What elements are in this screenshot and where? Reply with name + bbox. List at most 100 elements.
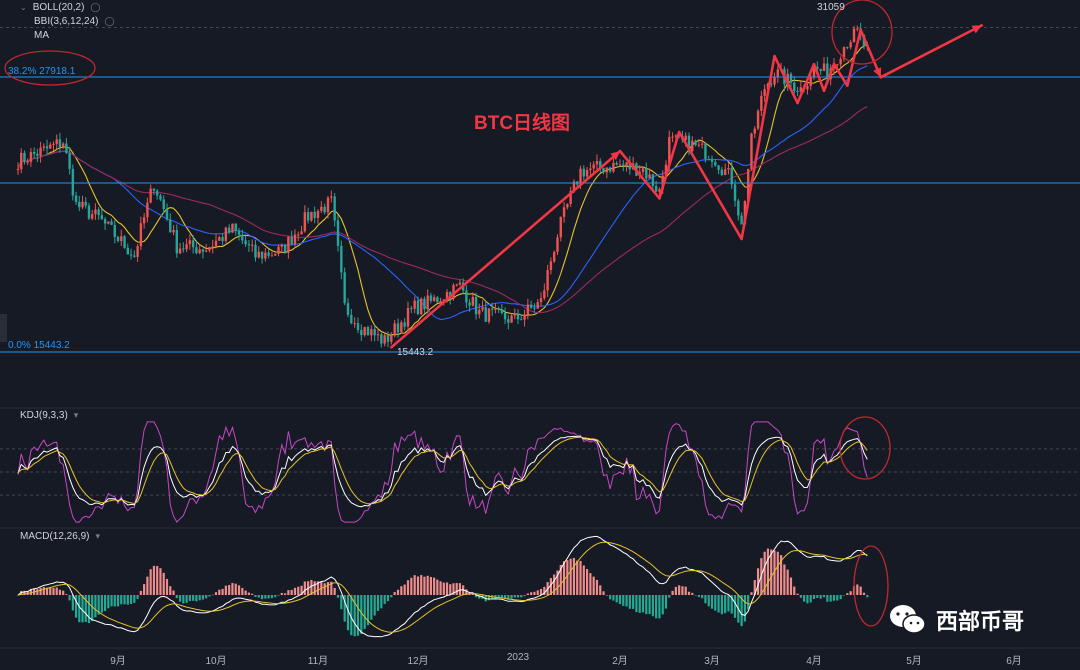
candle	[625, 162, 628, 172]
candle	[313, 206, 316, 224]
candle	[103, 217, 107, 230]
candle	[552, 250, 556, 264]
macd-bar	[826, 595, 829, 602]
indicator-kdj[interactable]: KDJ(9,3,3) ▾	[20, 410, 78, 421]
candle	[300, 225, 303, 235]
candle	[793, 76, 796, 97]
fib-0-label: 0.0% 15443.2	[8, 340, 70, 351]
candle	[396, 318, 400, 338]
candle	[237, 227, 241, 241]
eye-off-icon[interactable]: ◯	[90, 2, 101, 12]
macd-bar	[143, 584, 146, 595]
macd-bar	[146, 576, 149, 595]
macd-bar	[91, 595, 94, 622]
candle	[78, 195, 81, 212]
macd-bar	[822, 595, 826, 598]
macd-bar	[507, 595, 510, 600]
side-panel-tab[interactable]	[0, 314, 7, 342]
candle	[697, 138, 701, 148]
macd-bar	[786, 569, 789, 595]
macd-bar	[274, 595, 277, 598]
x-tick: 10月	[205, 656, 227, 667]
candle	[569, 186, 572, 207]
candle	[211, 239, 214, 254]
macd-bar	[609, 595, 612, 600]
candle	[645, 162, 648, 184]
x-tick: 3月	[704, 656, 720, 667]
candle	[107, 221, 110, 225]
candle	[221, 233, 224, 245]
macd-bar	[390, 595, 393, 598]
macd-bar	[156, 566, 159, 595]
trend-arrow	[812, 62, 826, 93]
macd-bar	[589, 573, 592, 595]
candle	[740, 212, 743, 225]
macd-bar	[628, 595, 631, 609]
macd-bar	[793, 586, 796, 595]
candle	[468, 299, 471, 312]
macd-bar	[103, 595, 107, 612]
candle	[413, 296, 416, 314]
candle	[839, 56, 842, 70]
indicator-ma[interactable]: MA	[34, 30, 49, 41]
macd-bar	[366, 595, 370, 626]
candle	[205, 244, 208, 253]
macd-bar	[133, 595, 136, 603]
caret-down-icon[interactable]: ▾	[73, 410, 79, 420]
macd-bar	[300, 585, 303, 595]
candle	[254, 239, 257, 262]
macd-bar	[310, 579, 313, 595]
macd-bar	[16, 595, 20, 596]
candle	[710, 155, 714, 168]
macd-bar	[674, 586, 677, 595]
candle	[87, 202, 91, 220]
candle	[94, 203, 97, 220]
indicator-kdj-label: KDJ(9,3,3)	[20, 410, 68, 421]
macd-bar	[533, 591, 536, 595]
candle	[340, 240, 343, 280]
candle	[658, 187, 661, 195]
candle	[671, 132, 674, 143]
caret-down-icon[interactable]: ▾	[95, 531, 100, 541]
candle	[520, 314, 523, 321]
candle	[100, 209, 104, 220]
macd-bar	[277, 594, 280, 596]
candle	[513, 308, 516, 320]
candle	[595, 154, 599, 169]
indicator-bbi[interactable]: BBI(3,6,12,24) ◯	[34, 16, 115, 27]
candle	[760, 90, 763, 117]
candle	[846, 46, 849, 50]
candle	[159, 193, 162, 202]
macd-bar	[569, 558, 572, 595]
macd-bar	[743, 595, 747, 622]
macd-bar	[195, 595, 198, 602]
candle	[730, 161, 733, 189]
macd-bar	[139, 590, 142, 595]
candle	[373, 324, 376, 342]
eye-off-icon[interactable]: ◯	[104, 16, 115, 26]
indicator-boll[interactable]: ⌄ BOLL(20,2) ◯	[20, 2, 100, 13]
candle	[61, 142, 65, 149]
candle	[380, 332, 383, 348]
macd-bar	[234, 583, 237, 595]
macd-bar	[717, 595, 720, 613]
moving-average-lines	[17, 43, 868, 336]
macd-bar	[36, 589, 39, 595]
macd-bar	[260, 595, 264, 600]
candle	[474, 292, 478, 320]
macd-bar	[714, 595, 717, 611]
macd-bar	[149, 569, 152, 595]
macd-bar	[632, 595, 635, 609]
chevron-down-icon[interactable]: ⌄	[20, 3, 27, 12]
candle	[280, 243, 284, 252]
indicator-macd[interactable]: MACD(12,26,9) ▾	[20, 531, 100, 542]
candle	[539, 292, 543, 307]
macd-bar	[513, 595, 516, 598]
candle	[605, 167, 609, 179]
candle	[700, 136, 704, 149]
candle	[487, 307, 491, 324]
macd-bar	[770, 549, 773, 595]
macd-bar	[658, 595, 661, 619]
macd-bar	[71, 595, 74, 611]
